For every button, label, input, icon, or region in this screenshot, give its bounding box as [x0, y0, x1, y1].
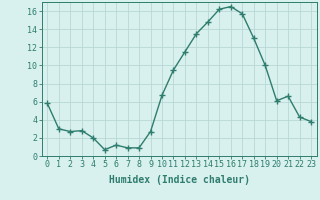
- X-axis label: Humidex (Indice chaleur): Humidex (Indice chaleur): [109, 175, 250, 185]
